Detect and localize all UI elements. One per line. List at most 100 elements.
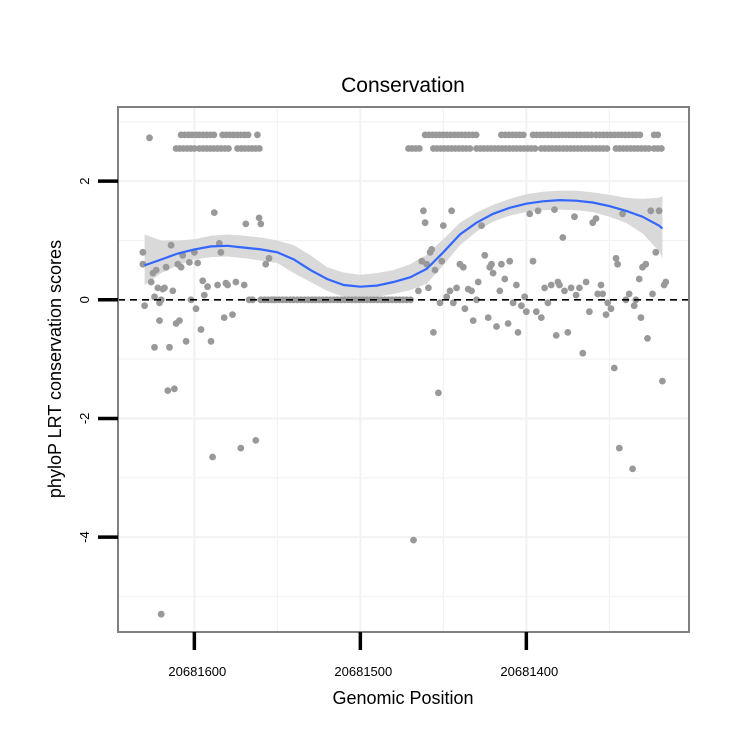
- data-point: [254, 131, 261, 139]
- data-point: [474, 278, 482, 286]
- data-point: [612, 254, 620, 262]
- data-point: [431, 266, 439, 274]
- data-point: [532, 308, 540, 316]
- data-point: [166, 343, 173, 351]
- data-point: [418, 257, 426, 265]
- data-point: [559, 234, 567, 241]
- data-point: [229, 311, 236, 318]
- data-point: [214, 281, 222, 289]
- data-point: [199, 277, 207, 285]
- data-point: [438, 257, 446, 265]
- data-point: [449, 299, 457, 307]
- data-point: [637, 314, 645, 321]
- data-point: [240, 281, 248, 289]
- data-point: [586, 308, 593, 316]
- y-tick-label: 2: [77, 178, 92, 185]
- data-point: [176, 317, 183, 324]
- data-point: [157, 610, 165, 618]
- data-point: [466, 145, 474, 152]
- data-point: [652, 248, 660, 256]
- grid-lines: [118, 107, 689, 632]
- data-point: [151, 343, 158, 351]
- data-point: [513, 281, 520, 289]
- data-point: [461, 305, 469, 313]
- data-point: [659, 377, 666, 385]
- data-point: [636, 131, 644, 139]
- data-point: [244, 131, 252, 139]
- data-point: [157, 296, 165, 304]
- data-point: [262, 260, 270, 268]
- data-point: [210, 131, 218, 139]
- data-point: [420, 207, 427, 215]
- data-point: [531, 145, 539, 152]
- data-point: [644, 335, 651, 342]
- data-point: [662, 278, 670, 286]
- data-point: [551, 206, 558, 214]
- data-point: [410, 536, 417, 544]
- data-point: [177, 263, 185, 271]
- data-point: [496, 287, 504, 295]
- data-point: [207, 337, 215, 345]
- data-point: [597, 281, 605, 289]
- data-point: [602, 311, 610, 318]
- data-point: [488, 260, 495, 268]
- y-tick-label: -4: [77, 531, 92, 543]
- data-point: [182, 337, 190, 345]
- data-point: [468, 287, 475, 295]
- data-point: [191, 145, 198, 152]
- data-point: [164, 387, 172, 394]
- data-point: [576, 284, 583, 292]
- data-point: [481, 251, 489, 259]
- data-point: [635, 275, 643, 283]
- data-point: [647, 207, 655, 215]
- data-point: [642, 260, 650, 268]
- data-point: [561, 287, 568, 295]
- data-point: [603, 145, 611, 152]
- panel-border: [117, 106, 690, 633]
- data-point: [649, 290, 656, 298]
- data-point: [534, 207, 542, 215]
- data-points: [139, 131, 670, 618]
- data-point: [599, 290, 607, 298]
- data-point: [186, 259, 193, 266]
- data-point: [430, 329, 437, 336]
- x-tick-label: 20681500: [334, 664, 392, 679]
- data-point: [156, 317, 163, 324]
- data-point: [529, 257, 537, 265]
- data-point: [537, 314, 545, 321]
- data-point: [514, 329, 522, 336]
- data-point: [415, 287, 422, 295]
- data-point: [625, 290, 633, 298]
- data-point: [572, 291, 580, 299]
- confidence-ribbon: [144, 190, 663, 298]
- data-point: [518, 302, 525, 310]
- data-point: [501, 275, 509, 283]
- data-point: [654, 131, 662, 139]
- data-point: [428, 246, 436, 253]
- data-point: [547, 281, 555, 289]
- data-point: [217, 248, 225, 256]
- data-point: [448, 207, 455, 215]
- data-point: [509, 299, 517, 307]
- data-point: [579, 349, 587, 357]
- y-axis-title: phyloP LRT conservation scores: [45, 240, 65, 498]
- data-point: [141, 302, 149, 310]
- data-point: [645, 145, 653, 152]
- data-point: [169, 287, 177, 295]
- data-point: [209, 453, 217, 461]
- data-point: [147, 278, 155, 286]
- data-point: [242, 220, 250, 228]
- chart-title: Conservation: [341, 74, 465, 97]
- data-point: [139, 260, 147, 268]
- data-point: [139, 248, 147, 256]
- data-point: [552, 332, 560, 339]
- data-point: [619, 210, 626, 218]
- data-point: [224, 281, 232, 289]
- data-point: [167, 241, 175, 249]
- data-point: [556, 281, 563, 289]
- confidence-band: [144, 190, 663, 298]
- data-point: [615, 444, 623, 452]
- data-point: [200, 291, 208, 299]
- data-point: [192, 305, 200, 313]
